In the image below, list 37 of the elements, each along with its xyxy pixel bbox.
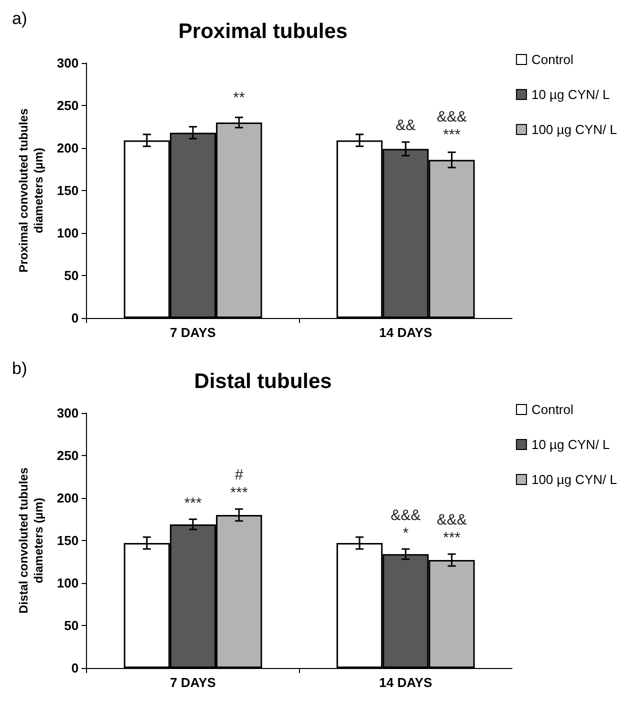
- text: b): [12, 359, 28, 378]
- data-label: &&& *: [390, 506, 421, 542]
- chart-title: Proximal tubules: [178, 20, 348, 43]
- y-tick-label: 200: [56, 140, 79, 156]
- data-label: ***: [184, 495, 202, 512]
- x-tick-label: 14 DAYS: [379, 675, 432, 690]
- y-tick-label: 300: [56, 406, 79, 420]
- y-tick-label: 150: [56, 533, 79, 548]
- y-tick-label: 300: [56, 56, 79, 70]
- legend-label: 10 µg CYN/ L: [531, 437, 610, 452]
- text: a): [12, 9, 28, 28]
- legend-label: Control: [531, 52, 574, 67]
- data-label: &&& ***: [436, 108, 467, 144]
- data-label: # ***: [230, 466, 248, 502]
- y-tick-label: 50: [64, 618, 79, 633]
- y-axis-title: Proximal convoluted tubules diameters (µm): [16, 108, 46, 273]
- legend-label: Control: [531, 402, 574, 417]
- y-tick-label: 100: [56, 576, 79, 590]
- y-tick-label: 50: [64, 268, 79, 283]
- y-tick-label: 100: [56, 226, 79, 240]
- chart-title: Distal tubules: [194, 370, 332, 393]
- y-tick-label: 0: [71, 660, 79, 676]
- legend-label: 10 µg CYN/ L: [531, 87, 610, 102]
- x-tick-label: 7 DAYS: [170, 325, 216, 340]
- y-axis-title: Distal convoluted tubules diameters (µm): [16, 467, 46, 614]
- y-tick-label: 150: [56, 183, 79, 198]
- data-label: **: [233, 89, 246, 106]
- legend-label: 100 µg CYN/ L: [531, 472, 618, 487]
- y-tick-label: 250: [56, 448, 79, 463]
- x-tick-label: 7 DAYS: [170, 675, 216, 690]
- data-label: &&: [396, 116, 416, 134]
- x-tick-label: 14 DAYS: [379, 325, 432, 340]
- data-label: &&& ***: [436, 511, 467, 546]
- y-tick-label: 200: [56, 490, 79, 506]
- y-tick-label: 0: [71, 310, 79, 326]
- legend-label: 100 µg CYN/ L: [531, 122, 618, 137]
- y-tick-label: 250: [56, 98, 79, 113]
